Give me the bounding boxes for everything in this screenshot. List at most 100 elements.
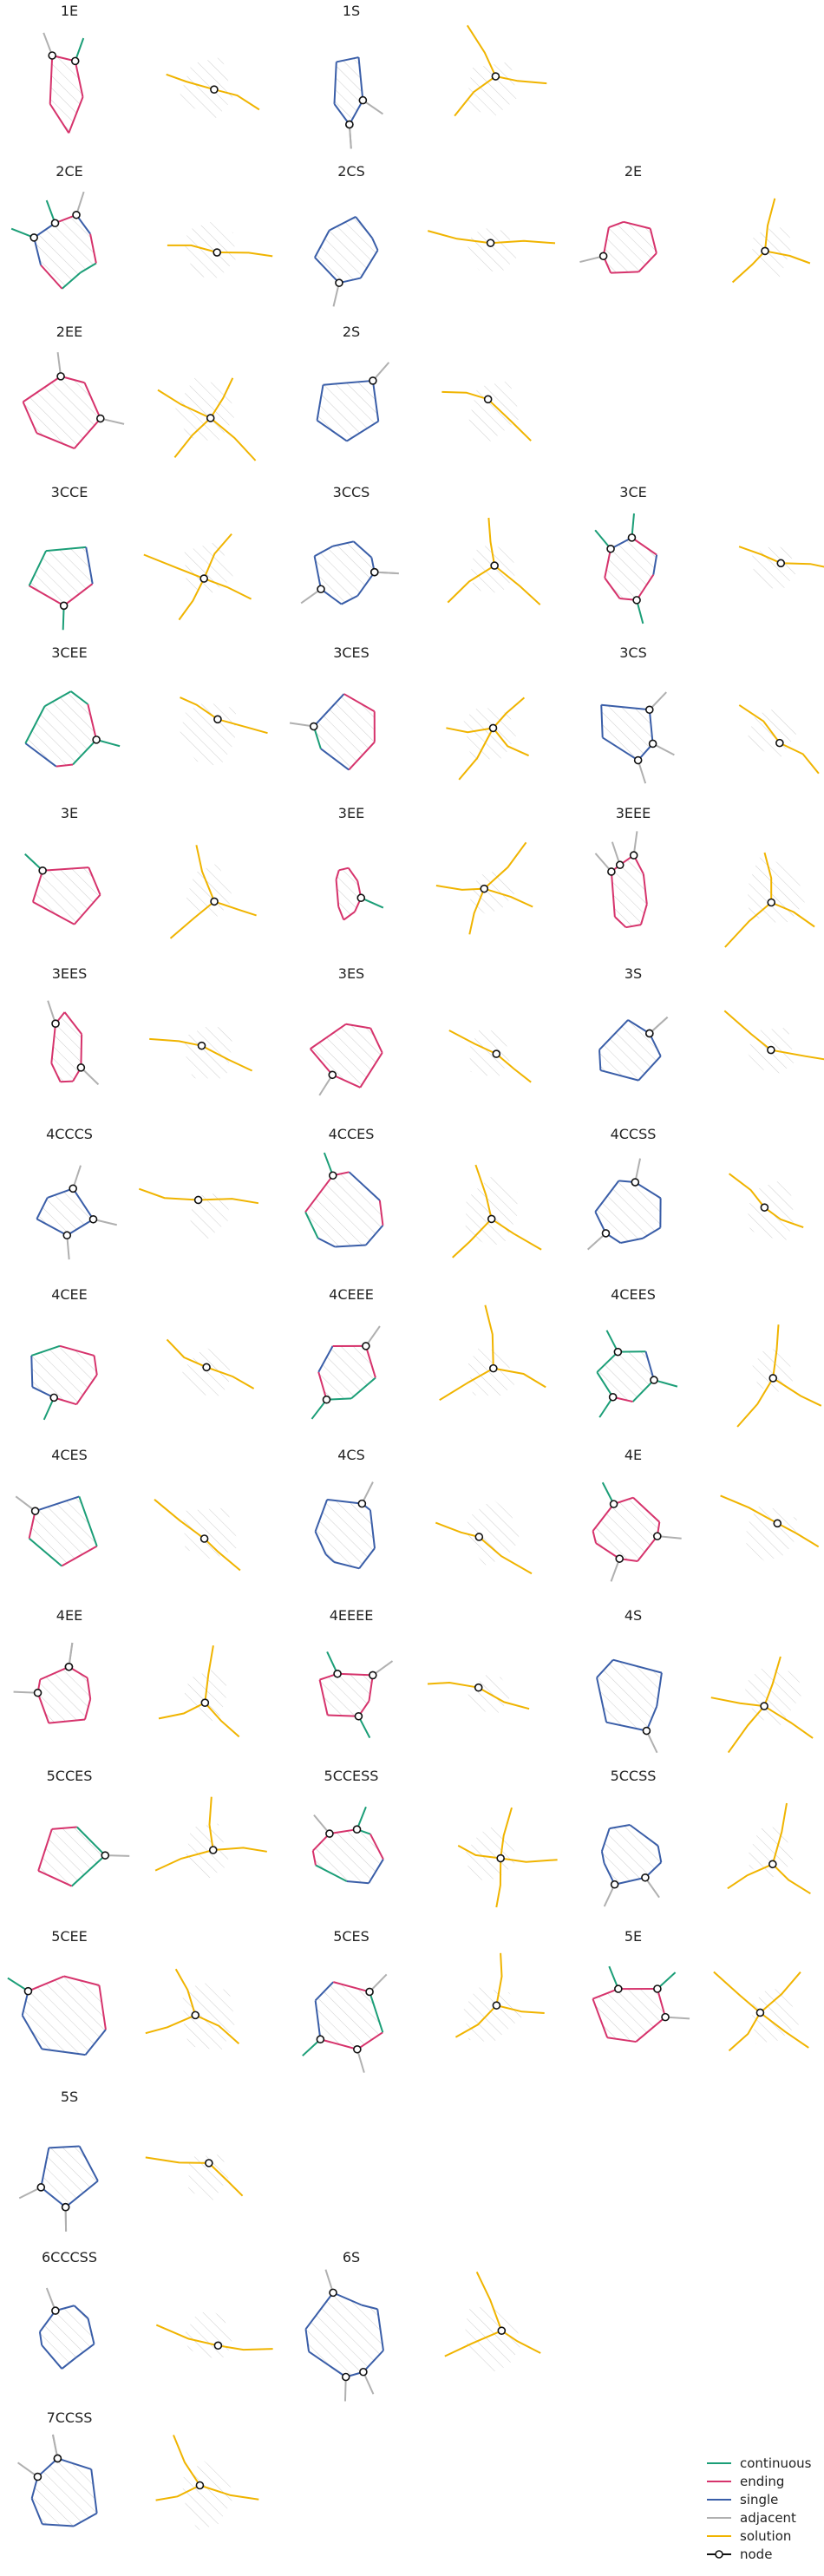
edge — [40, 264, 63, 290]
panel-title: 3EEE — [616, 805, 651, 821]
solution-path — [138, 1187, 199, 1201]
node-marker — [53, 2454, 62, 2463]
face-hatch — [31, 2458, 97, 2527]
edge — [39, 2310, 56, 2333]
panel-3CES: 3CES — [289, 644, 530, 781]
panel-3S: 3S — [598, 965, 824, 1082]
face-hatch — [315, 1500, 375, 1569]
edge — [314, 545, 334, 558]
edge — [335, 1244, 366, 1248]
solution-hatch — [182, 1982, 236, 2051]
node-marker — [608, 1392, 618, 1402]
node-marker — [333, 1669, 342, 1678]
solution-hatch — [465, 2306, 522, 2375]
edge — [33, 222, 56, 239]
edge — [331, 1074, 361, 1089]
legend-item-continuous: continuous — [707, 2455, 812, 2471]
solution-path — [166, 73, 215, 91]
edge — [326, 1498, 363, 1505]
edge — [369, 1509, 376, 1549]
edge — [592, 1503, 615, 1532]
edge — [36, 1218, 68, 1237]
face-hatch — [310, 1023, 383, 1088]
solution-hatch — [465, 226, 517, 272]
edge — [652, 554, 658, 575]
solution-path — [157, 389, 212, 419]
solution-hatch — [470, 546, 515, 593]
edge — [602, 736, 639, 762]
edge — [638, 1056, 662, 1082]
solution-path — [427, 1681, 479, 1689]
solution-path — [210, 417, 257, 461]
edge — [29, 585, 65, 607]
edge — [353, 540, 373, 559]
edge — [308, 2350, 347, 2378]
legend-item-single: single — [707, 2492, 778, 2507]
panel-6S: 6S — [304, 2249, 541, 2402]
panel-title: 5E — [625, 1928, 642, 1945]
face-hatch — [38, 1827, 106, 1886]
edge — [63, 1975, 100, 1986]
solution-path — [166, 1338, 207, 1369]
legend-label: solution — [740, 2528, 791, 2544]
edge — [90, 2468, 98, 2514]
node-marker — [483, 395, 493, 404]
edge — [31, 870, 44, 903]
node-marker — [486, 239, 495, 247]
edge — [30, 2498, 43, 2525]
edge — [333, 62, 337, 104]
node-marker — [92, 736, 101, 744]
edge — [28, 1537, 62, 1567]
panel-4CCES: 4CCES — [304, 1126, 542, 1259]
face-hatch — [41, 2146, 98, 2207]
panel-title: 2CS — [337, 163, 365, 180]
solution-path — [444, 2330, 502, 2357]
edge — [636, 574, 655, 601]
solution-hatch — [188, 2154, 230, 2200]
node-marker — [345, 120, 354, 129]
edge — [594, 1180, 620, 1213]
solution-path — [217, 252, 273, 258]
solution-path — [203, 1538, 241, 1572]
edge — [22, 376, 62, 403]
edge — [346, 1880, 369, 1885]
edge — [600, 1851, 605, 1864]
solution-hatch — [175, 377, 234, 442]
panel-4S: 4S — [596, 1607, 814, 1754]
edge — [337, 1672, 373, 1677]
panel-3CCE: 3CCE — [28, 484, 252, 631]
edge — [361, 2304, 378, 2311]
edge — [648, 1033, 662, 1057]
solution-path — [167, 244, 218, 253]
panel-3CEE: 3CEE — [24, 644, 268, 768]
edge — [601, 703, 650, 711]
edge — [608, 220, 625, 229]
edge — [318, 1679, 329, 1716]
edge — [40, 2148, 50, 2188]
node-marker — [761, 246, 769, 256]
node-marker — [29, 233, 38, 242]
face-hatch — [36, 1188, 94, 1236]
edge — [314, 257, 340, 284]
node-marker — [474, 1683, 483, 1692]
edge — [345, 1023, 371, 1030]
solution-path — [491, 1218, 542, 1251]
edge — [357, 56, 364, 101]
edge — [592, 1998, 609, 2038]
edge — [611, 271, 639, 274]
edge — [612, 1658, 663, 1674]
face-hatch — [314, 541, 375, 605]
node-marker — [607, 867, 616, 876]
solution-path — [143, 553, 205, 580]
node-marker — [357, 1499, 367, 1508]
legend-item-adjacent: adjacent — [707, 2510, 796, 2526]
edge — [80, 1034, 83, 1068]
edge — [59, 1344, 95, 1357]
solution-path — [203, 533, 232, 579]
edge — [84, 2029, 107, 2056]
edge — [50, 1023, 57, 1063]
face-hatch — [334, 57, 363, 125]
panel-title: 4EE — [56, 1607, 82, 1624]
solution-path — [731, 250, 766, 284]
solution-path — [154, 1849, 213, 1872]
